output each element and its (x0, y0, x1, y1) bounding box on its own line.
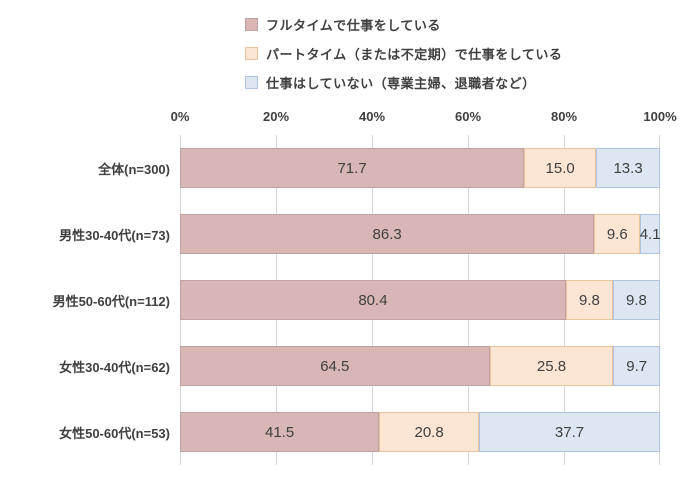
legend-swatch-icon (245, 76, 258, 89)
bar-value-label: 80.4 (358, 291, 388, 309)
bar-track: 80.4 9.8 9.8 (180, 280, 660, 320)
x-axis: 0% 20% 40% 60% 80% 100% (171, 105, 677, 135)
bar-track: 64.5 25.8 9.7 (180, 346, 660, 386)
x-axis-tick-label: 0% (170, 109, 190, 124)
category-label: 女性50-60代(n=53) (59, 425, 170, 441)
bar-track: 71.7 15.0 13.3 (180, 148, 660, 188)
bar-value-label: 9.7 (626, 357, 648, 375)
legend-label: フルタイムで仕事をしている (266, 18, 441, 33)
bar-segment: 20.8 (379, 412, 480, 452)
bar-segment: 64.5 (180, 346, 490, 386)
chart-legend: フルタイムで仕事をしているパートタイム（または不定期）で仕事をしている 仕事はして… (245, 10, 700, 97)
bar-value-label: 20.8 (414, 423, 444, 441)
bar-row: 女性30-40代(n=62) 64.5 25.8 9.7 (0, 333, 700, 399)
bar-value-label: 64.5 (320, 357, 350, 375)
legend-label: パートタイム（または不定期）で仕事をしている (266, 47, 563, 62)
bar-row: 男性50-60代(n=112) 80.4 9.8 9.8 (0, 267, 700, 333)
bar-rows: 全体(n=300) 71.7 15.0 13.3 男性30-40代(n=73) 86.3 9… (0, 135, 700, 465)
legend-swatch-icon (245, 18, 258, 31)
legend-item: 仕事はしていない（専業主婦、退職者など） (245, 68, 700, 97)
bar-value-label: 13.3 (613, 159, 643, 177)
bar-value-label: 9.8 (626, 291, 647, 309)
legend-item: パートタイム（または不定期）で仕事をしている (245, 39, 700, 68)
legend-label: 仕事はしていない（専業主婦、退職者など） (266, 76, 536, 91)
x-axis-tick-label: 80% (550, 109, 578, 124)
bar-value-label: 86.3 (372, 225, 402, 243)
bar-value-label: 41.5 (264, 423, 295, 441)
bar-row: 男性30-40代(n=73) 86.3 9.6 4.1 (0, 201, 700, 267)
x-axis-tick-label: 20% (262, 109, 290, 124)
bar-segment: 15.0 (524, 148, 597, 188)
bar-row: 女性50-60代(n=53) 41.5 20.8 37.7 (0, 399, 700, 465)
bar-segment: 9.7 (613, 346, 660, 386)
bar-value-label: 37.7 (554, 423, 585, 441)
bar-value-label: 71.7 (337, 159, 367, 177)
bar-segment: 9.8 (612, 280, 660, 320)
bar-segment: 86.3 (180, 214, 595, 254)
category-label: 女性30-40代(n=62) (59, 359, 170, 375)
bar-value-label: 9.6 (606, 225, 628, 243)
bar-value-label: 9.8 (578, 291, 600, 309)
x-axis-tick-label: 60% (454, 109, 482, 124)
bar-segment: 71.7 (180, 148, 525, 188)
bar-segment: 41.5 (180, 412, 380, 452)
bar-track: 86.3 9.6 4.1 (180, 214, 661, 254)
bar-row: 全体(n=300) 71.7 15.0 13.3 (0, 135, 700, 201)
legend-item: フルタイムで仕事をしている (245, 10, 700, 39)
bar-segment: 80.4 (180, 280, 566, 320)
x-axis-tick-label: 40% (358, 109, 386, 124)
x-axis-tick-label: 100% (643, 109, 677, 124)
bar-value-label: 4.1 (639, 225, 661, 243)
bar-segment: 25.8 (489, 346, 614, 386)
bar-value-label: 25.8 (536, 357, 567, 375)
legend-swatch-icon (245, 47, 258, 60)
category-label: 男性30-40代(n=73) (59, 227, 170, 243)
bar-segment: 13.3 (596, 148, 660, 188)
bar-segment: 9.8 (565, 280, 613, 320)
plot-area: 0% 20% 40% 60% 80% 100% 全体(n=300) 71.7 15.0 13.3… (0, 105, 700, 465)
bar-segment: 37.7 (479, 412, 660, 452)
bar-segment: 4.1 (639, 214, 661, 254)
category-label: 男性50-60代(n=112) (52, 293, 170, 309)
bar-value-label: 15.0 (545, 159, 575, 177)
category-label: 全体(n=300) (98, 161, 170, 177)
bar-segment: 9.6 (594, 214, 641, 254)
bar-track: 41.5 20.8 37.7 (180, 412, 660, 452)
